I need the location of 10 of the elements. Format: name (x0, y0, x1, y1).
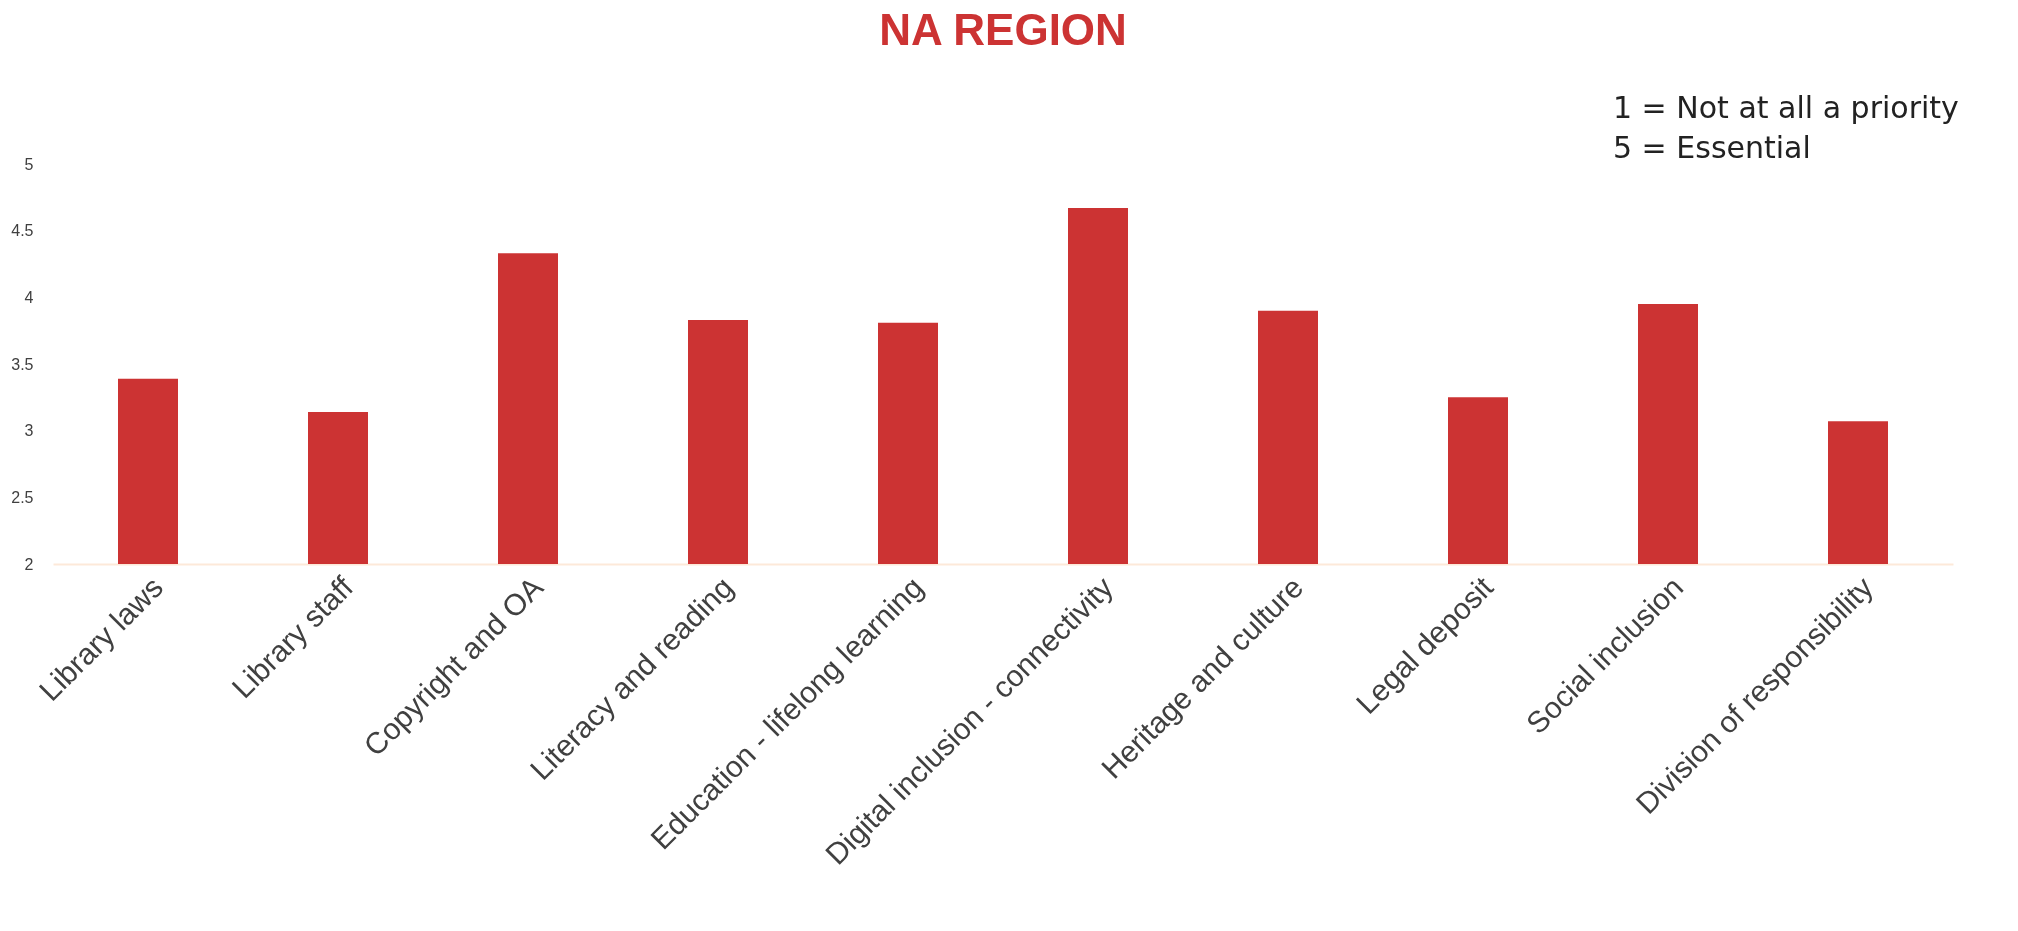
annotation: 5 = Essential (1613, 130, 1811, 165)
y-tick-label: 4 (24, 288, 34, 306)
y-tick-label: 5 (24, 155, 34, 173)
text: 1 = Not at all a priority (1613, 90, 1959, 125)
chart-title: NA REGION (879, 5, 1127, 54)
y-tick-label: 3 (24, 422, 34, 440)
y-tick-label: 2 (24, 555, 34, 573)
y-tick-label: 4.5 (11, 222, 34, 240)
y-tick-label: 2.5 (11, 488, 34, 506)
y-tick-label: 3.5 (11, 355, 34, 373)
